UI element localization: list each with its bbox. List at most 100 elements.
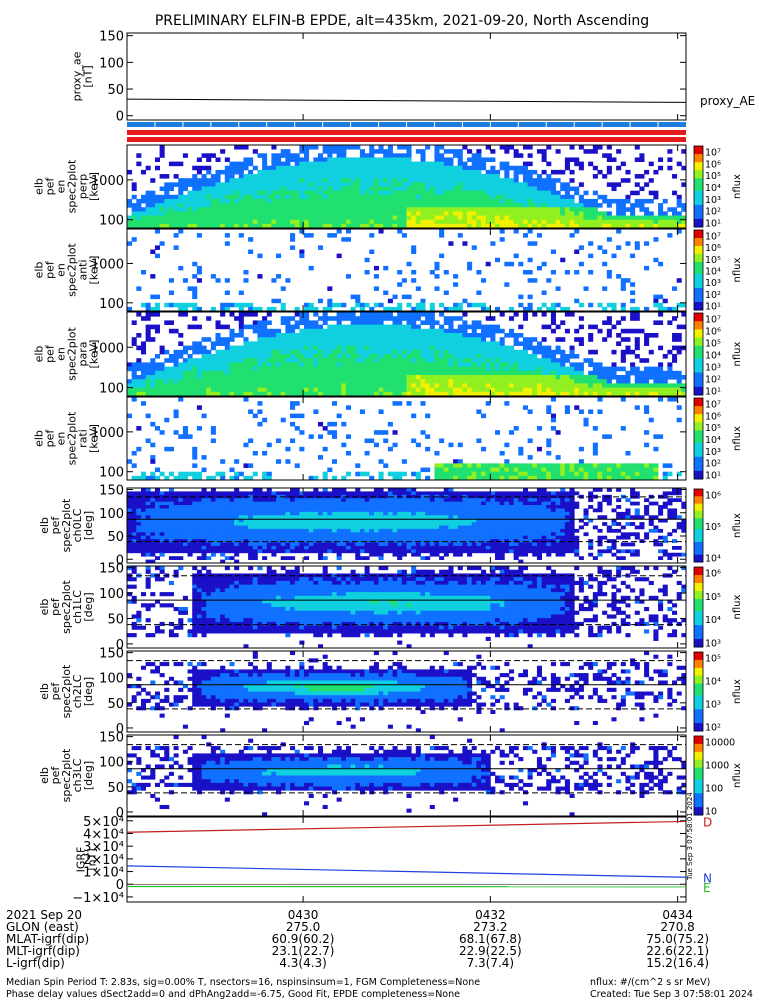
spectrogram_perp_en-cell xyxy=(383,165,389,171)
spectrogram_para_en-cell xyxy=(364,358,370,363)
spectrogram_rati_en-cell xyxy=(173,475,179,481)
spectrogram_para_en-cell xyxy=(387,312,393,317)
spectrogram_perp_en-cell xyxy=(266,207,272,212)
spectrogram_para_en-cell xyxy=(243,391,249,397)
spectrogram_para_en-cell xyxy=(616,320,622,325)
spectrogram_rati_en-cell xyxy=(373,430,379,435)
spectrogram_perp_en-cell xyxy=(453,186,459,192)
spectrogram_perp_en-cell xyxy=(294,223,300,229)
spectrogram_perp_en-cell xyxy=(145,198,151,204)
spectrogram_perp_en-cell xyxy=(336,207,342,212)
spectrogram_para_en-cell xyxy=(276,354,282,359)
spectrogram_para_en-cell xyxy=(471,337,477,342)
spectrogram_para_en-cell xyxy=(485,375,491,380)
spectrogram_perp_en-cell xyxy=(401,153,407,158)
spectrogram_perp_en-cell xyxy=(513,165,519,171)
spectrogram_rati_en-cell xyxy=(560,475,566,481)
spectrogram_perp_en-cell xyxy=(406,215,412,221)
spectrogram_para_en-cell xyxy=(448,362,454,367)
spectrogram_rati_en-cell xyxy=(490,467,496,473)
spectrogram_para_en-cell xyxy=(485,349,491,355)
spectrogram_perp_en-cell xyxy=(192,219,198,225)
spectrogram_ch0LC-cell xyxy=(173,556,179,560)
spectrogram_para_en-cell xyxy=(196,358,202,363)
spectrogram_perp_en-cell xyxy=(373,178,379,183)
spectrogram_perp_en-cell xyxy=(327,153,333,158)
spectrogram_para_en-cell xyxy=(331,375,338,380)
spectrogram_para_en-cell xyxy=(387,391,393,397)
spectrogram_perp_en-cell xyxy=(564,207,570,212)
spectrogram_rati_en-cell xyxy=(308,434,314,439)
spectrogram_perp_en-cell xyxy=(266,178,272,183)
spectrogram_para_en-cell xyxy=(681,375,687,380)
spectrogram_perp_en-cell xyxy=(192,190,198,196)
spectrogram_rati_en-cell xyxy=(536,446,542,452)
spectrogram_ch0LC-cell xyxy=(215,501,221,506)
spectrogram_perp_en-cell xyxy=(350,203,356,208)
spectrogram_para_en-cell xyxy=(304,358,310,363)
spectrogram_para_en-cell xyxy=(290,387,296,393)
spectrogram_perp_en-cell xyxy=(476,157,482,162)
spectrogram_perp_en-cell xyxy=(322,182,328,187)
spectrogram_perp_en-cell xyxy=(327,145,333,150)
spectrogram_perp_en-cell xyxy=(364,223,370,229)
spectrogram_para_en-cell xyxy=(574,391,580,397)
spectrogram_perp_en-cell xyxy=(434,161,440,167)
spectrogram_ch0LC-cell xyxy=(182,525,188,530)
spectrogram_para_en-cell xyxy=(201,379,207,384)
spectrogram_perp_en-cell xyxy=(313,194,319,200)
spectrogram_para_en-cell xyxy=(173,375,179,380)
spectrogram_para_en-cell xyxy=(471,328,477,334)
spectrogram_para_en-cell xyxy=(369,370,375,376)
spectrogram_para_en-cell xyxy=(602,337,608,342)
spectrogram_perp_en-cell xyxy=(257,223,263,229)
spectrogram_perp_en-cell xyxy=(304,194,310,200)
spectrogram_perp_en-cell xyxy=(136,153,142,158)
spectrogram_perp_en-cell xyxy=(457,215,463,221)
spectrogram_para_en-cell xyxy=(443,349,449,355)
spectrogram_para_en-colorbar-segment xyxy=(694,366,703,369)
spectrogram_para_en-cell xyxy=(257,366,263,372)
spectrogram_anti_en-cell xyxy=(168,290,174,295)
spectrogram_perp_en-colorbar-tick: 10⁴ xyxy=(705,183,721,194)
spectrogram_perp_en-cell xyxy=(350,219,356,225)
spectrogram_perp_en-cell xyxy=(429,186,435,192)
spectrogram_perp_en-colorbar-segment xyxy=(694,222,703,226)
spectrogram_para_en-cell xyxy=(294,362,300,367)
spectrogram_para_en-cell xyxy=(378,320,384,325)
spectrogram_ch0LC-cell xyxy=(164,498,170,503)
spectrogram_rati_en-cell xyxy=(364,438,370,444)
spectrogram_perp_en-cell xyxy=(234,211,240,216)
spectrogram_perp_en-cell xyxy=(653,223,659,229)
spectrogram_perp_en-cell xyxy=(266,190,272,196)
spectrogram_perp_en-cell xyxy=(541,169,547,175)
spectrogram_para_en-cell xyxy=(317,354,324,359)
spectrogram_para_en-cell xyxy=(341,370,347,376)
spectrogram_rati_en-colorbar-segment xyxy=(694,402,703,405)
spectrogram_para_en-cell xyxy=(560,383,566,388)
spectrogram_perp_en-cell xyxy=(536,190,542,196)
spectrogram_para_en-cell xyxy=(392,324,398,330)
spectrogram_para_en-cell xyxy=(136,366,142,372)
spectrogram_perp_en-colorbar-segment xyxy=(694,150,703,153)
spectrogram_rati_en-cell xyxy=(369,475,375,481)
spectrogram_perp_en-cell xyxy=(150,194,156,200)
spectrogram_ch0LC-cell xyxy=(210,532,216,537)
spectrogram_perp_en-cell xyxy=(364,169,370,175)
spectrogram_para_en-ytick-label: 1000 xyxy=(91,341,124,356)
spectrogram_para_en-cell xyxy=(532,349,538,355)
spectrogram_para_en-cell xyxy=(271,349,277,355)
spectrogram_para_en-cell xyxy=(271,345,277,351)
spectrogram_rati_en-colorbar-segment xyxy=(694,426,703,429)
spectrogram_para_en-cell xyxy=(467,375,473,380)
spectrogram_rati_en-cell xyxy=(471,475,477,481)
spectrogram_para_en-cell xyxy=(262,391,268,397)
spectrogram_perp_en-cell xyxy=(243,174,249,179)
spectrogram_perp_en-cell xyxy=(588,161,594,167)
spectrogram_perp_en-cell xyxy=(178,178,184,183)
spectrogram_perp_en-cell xyxy=(276,194,282,200)
spectrogram_perp_en-cell xyxy=(513,207,519,212)
spectrogram_perp_en-cell xyxy=(206,182,212,187)
spectrogram_perp_en-cell xyxy=(518,186,524,192)
spectrogram_rati_en-cell xyxy=(448,471,454,477)
